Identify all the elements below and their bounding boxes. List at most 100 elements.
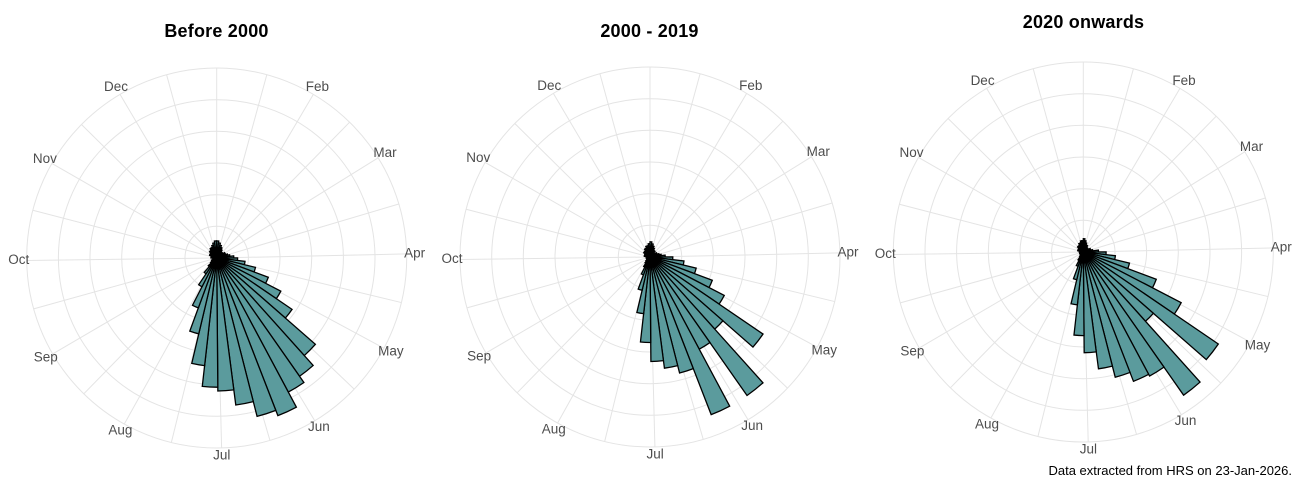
panel-title-2020-onwards: 2020 onwards — [1022, 12, 1145, 32]
month-label-jun: Jun — [1175, 413, 1197, 428]
grid-spoke-month-start — [893, 251, 1084, 255]
grid-spoke-month-start — [990, 251, 1084, 419]
month-label-may: May — [811, 343, 837, 358]
grid-spoke-month-start — [649, 156, 812, 258]
month-label-feb: Feb — [1172, 73, 1195, 88]
petal-week-26 — [649, 256, 665, 363]
grid-spoke-mid-month — [166, 74, 218, 259]
grid-spoke-month-start — [485, 256, 651, 354]
grid-spoke-mid-month — [1082, 115, 1217, 253]
grid-spoke-mid-month — [1083, 197, 1266, 253]
petal-week-26 — [1082, 251, 1097, 354]
grid-spoke-month-start — [557, 256, 651, 424]
petal-week-25 — [1082, 251, 1114, 370]
month-label-nov: Nov — [33, 151, 57, 166]
grid-spoke-month-start — [52, 257, 217, 355]
grid-spoke-mid-month — [599, 73, 651, 258]
month-label-feb: Feb — [306, 79, 329, 94]
month-label-aug: Aug — [975, 417, 999, 432]
panel-title-2000-2019: 2000 - 2019 — [600, 21, 699, 41]
grid-spoke-month-start — [552, 93, 651, 258]
grid-spoke-month-start — [26, 257, 217, 261]
month-label-jul: Jul — [1080, 441, 1097, 456]
petal-week-23 — [649, 256, 731, 416]
grid-spoke-mid-month — [516, 256, 651, 394]
grid-spoke-mid-month — [649, 73, 701, 258]
grid-spoke-mid-month — [33, 257, 217, 310]
month-label-jul: Jul — [646, 446, 663, 461]
grid-spoke-mid-month — [32, 209, 217, 259]
grid-spoke-month-start — [216, 157, 379, 259]
month-label-jul: Jul — [213, 447, 230, 462]
petal-week-19 — [1082, 251, 1220, 361]
petal-week-26 — [216, 257, 235, 392]
petal-week-25 — [216, 257, 255, 406]
grid-spoke-month-start — [649, 93, 748, 258]
grid-spoke-month-start — [1082, 88, 1181, 253]
month-label-feb: Feb — [739, 78, 762, 93]
petal-week-24 — [649, 256, 695, 374]
grid-spoke-month-start — [216, 253, 407, 259]
grid-spoke-mid-month — [899, 203, 1084, 253]
month-label-apr: Apr — [404, 245, 426, 260]
petal-week-52 — [647, 243, 651, 258]
month-label-aug: Aug — [108, 423, 132, 438]
petal-week-22 — [1082, 251, 1165, 377]
petal-week-21 — [1082, 251, 1201, 397]
grid-spoke-mid-month — [947, 118, 1084, 253]
grid-spoke-month-start — [986, 88, 1084, 253]
rose-panel-2: Feb Mar Apr May Jun Jul Aug Sep Oct Nov Dec — [442, 66, 859, 461]
rose-panel-1: Feb Mar Apr May Jun Jul Aug Sep Oct Nov Dec — [8, 67, 426, 462]
rose-panel-3: Feb Mar Apr May Jun Jul Aug Sep Oct Nov Dec — [875, 61, 1293, 456]
month-label-oct: Oct — [442, 251, 463, 266]
grid-spoke-mid-month — [649, 120, 784, 258]
grid-spoke-mid-month — [466, 256, 651, 309]
month-label-jun: Jun — [741, 418, 763, 433]
petal-week-24 — [1082, 251, 1131, 378]
month-label-nov: Nov — [900, 145, 924, 160]
month-label-oct: Oct — [875, 246, 896, 261]
grid-spoke-month-start — [51, 163, 217, 259]
month-label-sep: Sep — [900, 344, 924, 359]
petal-week-23 — [216, 257, 298, 417]
month-label-sep: Sep — [34, 350, 58, 365]
grid-spoke-month-start — [1083, 247, 1274, 253]
month-label-may: May — [1245, 338, 1271, 353]
grid-spoke-month-start — [649, 252, 840, 258]
petal-week-25 — [649, 256, 679, 369]
month-label-may: May — [378, 344, 404, 359]
grid-spoke-month-start — [919, 251, 1084, 349]
grid-spoke-month-start — [484, 162, 651, 258]
month-label-dec: Dec — [104, 79, 128, 94]
grid-spoke-month-start — [119, 94, 218, 259]
grid-spoke-mid-month — [649, 202, 833, 258]
grid-spoke-mid-month — [950, 251, 1084, 389]
month-label-dec: Dec — [971, 73, 995, 88]
grid-spoke-mid-month — [216, 203, 400, 259]
month-label-sep: Sep — [467, 349, 491, 364]
grid-spoke-mid-month — [83, 257, 218, 395]
month-label-aug: Aug — [542, 422, 566, 437]
petal-week-52 — [1081, 239, 1084, 253]
grid-spoke-month-start — [460, 256, 651, 260]
petal-week-24 — [216, 257, 277, 418]
petal-week-21 — [649, 256, 764, 397]
grid-spoke-mid-month — [216, 74, 268, 259]
grid-spoke-month-start — [1083, 151, 1246, 253]
month-label-mar: Mar — [1240, 139, 1264, 154]
grid-spoke-month-start — [216, 94, 314, 259]
grid-spoke-mid-month — [465, 208, 651, 258]
month-label-nov: Nov — [466, 150, 490, 165]
grid-spoke-mid-month — [1032, 68, 1084, 253]
panel-title-before-2000: Before 2000 — [164, 21, 269, 41]
petal-week-19 — [649, 256, 764, 348]
month-label-oct: Oct — [8, 252, 29, 267]
grid-spoke-mid-month — [1082, 68, 1134, 253]
month-label-apr: Apr — [837, 244, 859, 259]
grid-spoke-mid-month — [514, 123, 651, 258]
month-label-apr: Apr — [1271, 239, 1293, 254]
petal-week-52 — [213, 240, 218, 259]
grid-spoke-mid-month — [900, 251, 1084, 304]
grid-spoke-mid-month — [81, 124, 218, 259]
